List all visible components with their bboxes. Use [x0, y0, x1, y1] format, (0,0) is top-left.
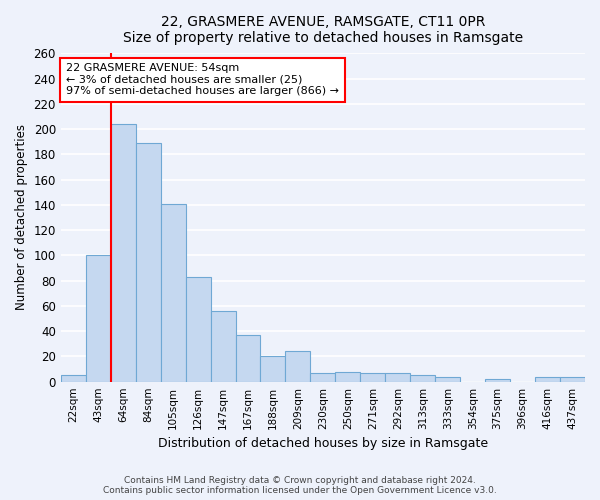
Bar	[211, 311, 236, 382]
Bar	[86, 256, 111, 382]
Text: 22 GRASMERE AVENUE: 54sqm
← 3% of detached houses are smaller (25)
97% of semi-d: 22 GRASMERE AVENUE: 54sqm ← 3% of detach…	[66, 63, 339, 96]
Bar	[260, 356, 286, 382]
Bar	[61, 376, 86, 382]
Bar	[111, 124, 136, 382]
Text: Contains HM Land Registry data © Crown copyright and database right 2024.
Contai: Contains HM Land Registry data © Crown c…	[103, 476, 497, 495]
Bar	[161, 204, 185, 382]
Bar	[435, 376, 460, 382]
Bar	[485, 379, 510, 382]
Bar	[410, 376, 435, 382]
Bar	[335, 372, 361, 382]
X-axis label: Distribution of detached houses by size in Ramsgate: Distribution of detached houses by size …	[158, 437, 488, 450]
Bar	[236, 335, 260, 382]
Bar	[136, 143, 161, 382]
Bar	[185, 277, 211, 382]
Title: 22, GRASMERE AVENUE, RAMSGATE, CT11 0PR
Size of property relative to detached ho: 22, GRASMERE AVENUE, RAMSGATE, CT11 0PR …	[123, 15, 523, 45]
Bar	[385, 373, 410, 382]
Bar	[361, 373, 385, 382]
Bar	[310, 373, 335, 382]
Bar	[535, 376, 560, 382]
Y-axis label: Number of detached properties: Number of detached properties	[15, 124, 28, 310]
Bar	[286, 352, 310, 382]
Bar	[560, 376, 585, 382]
